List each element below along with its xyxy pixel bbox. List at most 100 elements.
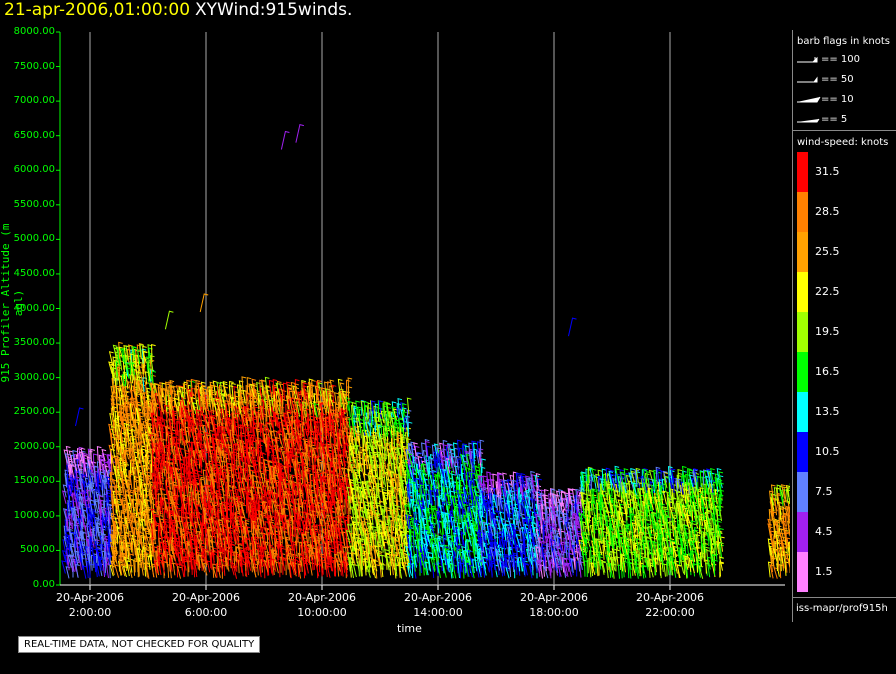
wind-barb <box>66 516 72 532</box>
wind-barb <box>98 495 104 510</box>
wind-barb <box>315 548 321 562</box>
wind-barb <box>127 502 133 515</box>
x-tick-label: 20-Apr-2006 14:00:00 <box>403 591 472 619</box>
wind-barb <box>189 542 195 558</box>
wind-barb <box>342 515 348 530</box>
wind-barb <box>171 410 177 425</box>
wind-barb <box>175 507 181 521</box>
wind-barb <box>234 391 239 407</box>
wind-barb <box>291 562 297 577</box>
wind-barb <box>70 464 76 480</box>
wind-barb <box>76 448 82 464</box>
wind-barb <box>62 539 68 555</box>
wind-barb <box>281 557 287 571</box>
wind-barb <box>301 409 307 425</box>
wind-barb <box>211 460 216 474</box>
wind-barb <box>86 456 92 469</box>
wind-barb <box>144 456 150 470</box>
wind-barb <box>252 403 258 418</box>
wind-barb <box>254 541 259 555</box>
y-tick-label: 3000.00 <box>13 371 55 383</box>
wind-barb <box>109 485 115 499</box>
wind-barb <box>294 498 299 513</box>
wind-barb <box>301 556 306 572</box>
wind-barb <box>182 558 188 571</box>
wind-barb <box>300 515 306 530</box>
wind-barb <box>172 417 178 433</box>
wind-barb <box>199 410 205 428</box>
y-tick-label: 4000.00 <box>13 302 55 314</box>
wind-barb <box>109 472 115 490</box>
wind-barb <box>134 504 140 518</box>
wind-barb <box>132 514 138 529</box>
wind-barb <box>93 465 99 483</box>
wind-barb <box>161 387 167 403</box>
wind-barb <box>309 383 315 400</box>
wind-barb <box>406 427 412 444</box>
wind-barb <box>375 563 380 579</box>
wind-barb <box>479 439 485 457</box>
wind-barb <box>66 477 72 494</box>
wind-barb <box>279 448 284 462</box>
wind-barb <box>222 381 228 397</box>
wind-barb <box>294 455 300 470</box>
wind-barb <box>245 492 250 506</box>
wind-barb <box>243 467 249 482</box>
wind-barb <box>112 344 118 359</box>
wind-barb <box>216 520 222 535</box>
wind-barb <box>229 540 234 555</box>
wind-barb <box>283 507 288 522</box>
wind-barb <box>108 351 114 367</box>
y-tick-label: 1500.00 <box>13 475 55 487</box>
wind-barb <box>159 518 164 531</box>
wind-barb <box>241 477 247 491</box>
wind-barb <box>135 401 141 413</box>
wind-barb <box>278 543 284 558</box>
wind-barb <box>179 414 185 429</box>
wind-barb <box>146 394 152 408</box>
wind-barb <box>209 381 215 395</box>
wind-barb <box>132 400 137 413</box>
wind-barb <box>184 511 190 527</box>
wind-barb <box>124 556 130 571</box>
wind-barb <box>241 376 247 394</box>
wind-barb <box>244 426 250 439</box>
wind-barb <box>220 425 226 437</box>
wind-barb <box>272 492 278 504</box>
wind-barb <box>312 528 318 542</box>
wind-barb <box>249 489 255 503</box>
wind-barb <box>307 381 313 397</box>
wind-barb <box>242 389 248 402</box>
wind-barb <box>162 540 168 557</box>
wind-barb <box>146 405 152 420</box>
wind-barb <box>274 479 279 495</box>
wind-barb <box>251 474 257 490</box>
wind-barb <box>315 524 321 538</box>
wind-barb <box>133 516 139 530</box>
wind-barb <box>293 558 298 574</box>
wind-barb <box>278 463 284 478</box>
wind-barb <box>270 445 275 457</box>
wind-barb <box>240 502 245 516</box>
wind-barb <box>149 355 155 372</box>
wind-barb <box>137 442 142 459</box>
wind-barb <box>117 560 123 576</box>
wind-barb <box>174 503 180 517</box>
wind-barb <box>259 451 265 470</box>
wind-barb <box>160 388 166 405</box>
wind-barb <box>69 476 75 491</box>
wind-barb <box>310 444 316 458</box>
wind-barb <box>145 399 151 412</box>
wind-barb <box>218 388 224 403</box>
wind-barb <box>306 518 312 530</box>
wind-barb <box>245 551 251 566</box>
wind-barb <box>276 555 282 569</box>
wind-barb <box>152 528 158 544</box>
wind-barb <box>196 504 202 520</box>
y-tick-label: 6000.00 <box>13 164 55 176</box>
wind-barb <box>315 563 321 577</box>
wind-barb <box>217 519 223 532</box>
wind-barb <box>266 490 272 503</box>
wind-barb <box>235 438 241 451</box>
wind-barb <box>146 471 152 485</box>
